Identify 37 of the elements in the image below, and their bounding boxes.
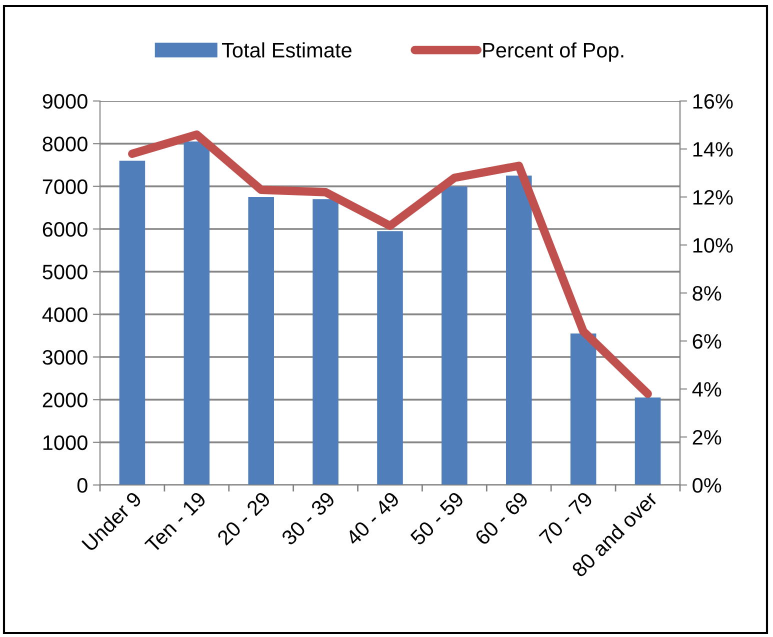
bar xyxy=(634,398,661,485)
bar xyxy=(506,176,532,485)
y-tick-label: 1000 xyxy=(43,435,88,450)
x-tick-label: Ten - 19 xyxy=(144,490,207,554)
bar xyxy=(442,186,468,485)
x-tick-label: 60 - 69 xyxy=(474,490,530,546)
y-tick-label: 8000 xyxy=(42,136,88,152)
y-tick-label: 0 xyxy=(77,478,88,493)
y-tick-label: 6000 xyxy=(42,222,88,237)
legend-label: Total Estimate xyxy=(222,42,352,58)
x-tick-label: 40 - 49 xyxy=(344,490,400,546)
y-tick-label: 9000 xyxy=(42,94,88,109)
legend-label: Percent of Pop. xyxy=(483,42,624,62)
x-tick-label: 50 - 59 xyxy=(410,490,465,546)
y-tick-label: 4000 xyxy=(42,307,88,322)
bar xyxy=(184,142,210,485)
y-tick-label: 5000 xyxy=(42,264,88,280)
y2-tick-label: 10% xyxy=(693,238,733,253)
y2-tick-label: 14% xyxy=(693,142,733,157)
y-tick-label: 2000 xyxy=(42,392,88,408)
x-tick-label: 30 - 39 xyxy=(280,490,336,546)
bar xyxy=(119,160,146,485)
bar xyxy=(377,231,403,485)
y-tick-label: 3000 xyxy=(42,350,88,365)
y-tick-label: 7000 xyxy=(42,179,88,194)
y2-tick-label: 8% xyxy=(692,286,722,301)
y2-tick-label: 0% xyxy=(692,478,722,493)
bar xyxy=(248,197,274,485)
y2-tick-label: 2% xyxy=(692,430,722,445)
y2-tick-label: 16% xyxy=(693,94,733,109)
y2-tick-label: 4% xyxy=(692,382,722,397)
y2-tick-label: 6% xyxy=(692,334,722,349)
bar xyxy=(570,334,596,485)
y2-tick-label: 12% xyxy=(693,190,733,205)
x-tick-label: 70 - 79 xyxy=(538,490,594,546)
x-tick-label: 20 - 29 xyxy=(216,490,272,546)
bar xyxy=(312,199,338,485)
